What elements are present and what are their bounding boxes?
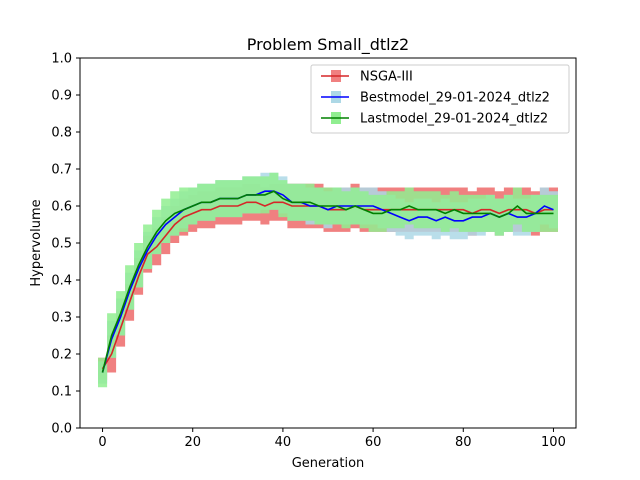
x-tick-label: 100 — [541, 435, 566, 450]
y-tick-label: 0.5 — [51, 237, 72, 252]
y-axis-label: Hypervolume — [29, 199, 44, 286]
error-band-3 — [98, 172, 558, 388]
y-tick-label: 1.0 — [51, 52, 72, 67]
x-tick-label: 40 — [275, 435, 292, 450]
x-tick-label: 20 — [184, 435, 201, 450]
series-line-3 — [101, 190, 554, 373]
y-tick-label: 0.1 — [51, 385, 72, 400]
y-axis-ticks: 0.0 0.1 0.2 0.3 0.4 0.5 0.6 0.7 0.8 0.9 1.0 — [51, 52, 80, 437]
legend: NSGA-III Bestmodel_29-01-2024_dtlz2 Lastmo… — [310, 64, 570, 134]
y-tick-label: 0.8 — [51, 126, 72, 141]
x-tick-label: 60 — [365, 435, 382, 450]
y-tick-label: 0.2 — [51, 348, 72, 363]
legend-frame — [310, 64, 570, 134]
y-tick-label: 0.9 — [51, 89, 72, 104]
legend-label: Bestmodel_29-01-2024_dtlz2 — [360, 91, 550, 106]
y-tick-label: 0.4 — [51, 274, 72, 289]
chart-title: Problem Small_dtlz2 — [247, 35, 409, 55]
x-tick-label: 80 — [455, 435, 472, 450]
x-axis-ticks: 0 20 40 60 80 100 — [98, 428, 566, 450]
series-lines — [101, 190, 554, 373]
y-tick-label: 0.3 — [51, 311, 72, 326]
y-tick-label: 0.7 — [51, 163, 72, 178]
x-tick-label: 0 — [98, 435, 106, 450]
y-tick-label: 0.6 — [51, 200, 72, 215]
x-axis-label: Generation — [292, 456, 365, 471]
series-line-2 — [101, 190, 554, 373]
y-tick-label: 0.0 — [51, 422, 72, 437]
legend-label: Lastmodel_29-01-2024_dtlz2 — [360, 112, 548, 127]
legend-label: NSGA-III — [360, 70, 413, 85]
error-bands — [98, 172, 558, 388]
